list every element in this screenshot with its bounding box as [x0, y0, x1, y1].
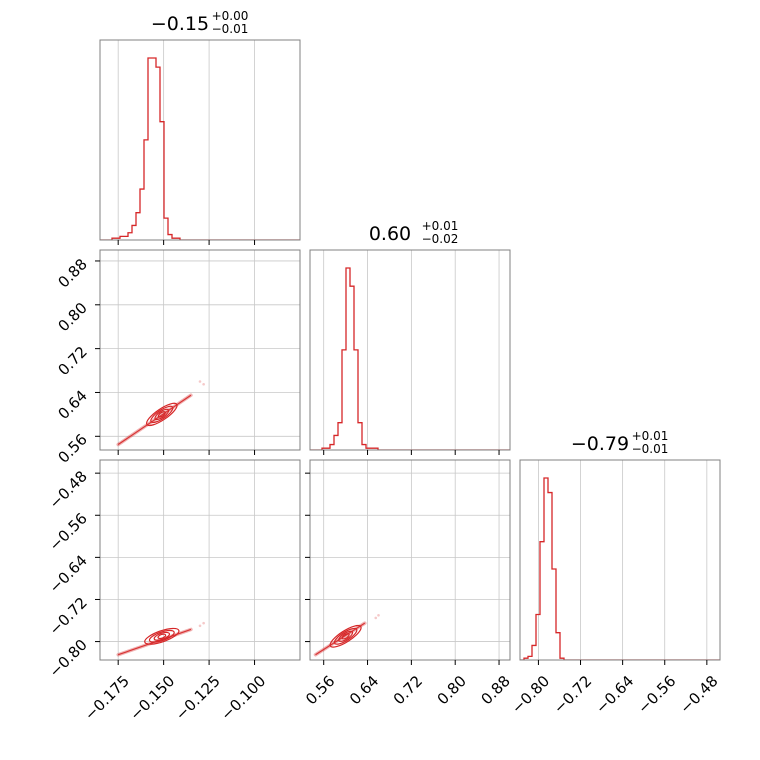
- histogram-line-0: [100, 57, 300, 240]
- histogram-title-minus-2: −0.01: [632, 442, 669, 456]
- histogram-title-plus-2: +0.01: [632, 429, 669, 443]
- grid-layer: [100, 40, 708, 660]
- scatter-point: [198, 380, 202, 383]
- contour-level: [144, 627, 180, 645]
- panel-frame-hist-0: [99, 39, 301, 241]
- tick-label-y: 0.56: [54, 430, 90, 466]
- histogram-line-2: [520, 477, 720, 660]
- contour-level: [333, 627, 358, 645]
- tick-label-x: 0.56: [302, 672, 338, 708]
- contour-level: [341, 633, 350, 640]
- tick-label-x: 0.72: [390, 672, 426, 708]
- tick-label-y: −0.64: [46, 551, 91, 596]
- contour-level: [150, 405, 174, 424]
- tick-label-y: 0.88: [54, 255, 90, 291]
- histogram-title-plus-1: +0.01: [422, 219, 459, 233]
- tick-label-x: 0.64: [346, 672, 382, 708]
- scatter-point: [374, 616, 378, 620]
- tick-label-x: −0.175: [81, 672, 133, 724]
- tick-label-y: 0.72: [54, 343, 90, 379]
- contour-level: [157, 411, 166, 418]
- trend-line: [117, 394, 192, 446]
- tick-label-x: −0.80: [508, 672, 553, 717]
- contour-level: [146, 402, 178, 427]
- panel-frame-hist-1: [309, 249, 511, 451]
- histogram-line-1: [310, 267, 510, 450]
- scatter-point: [202, 382, 205, 386]
- frame-layer: [95, 39, 721, 665]
- tick-label-x: −0.100: [217, 672, 269, 724]
- scatter-point: [198, 624, 202, 628]
- tick-label-y: −0.72: [46, 594, 91, 639]
- scatter-point: [377, 613, 380, 617]
- histogram-title-1: 0.60: [369, 223, 411, 245]
- tick-label-x: −0.56: [634, 672, 679, 717]
- data-layer: [100, 57, 720, 660]
- histogram-title-minus-0: −0.01: [212, 22, 249, 36]
- tick-label-x: −0.48: [676, 672, 721, 717]
- contour-level: [338, 630, 354, 642]
- tick-label-y: −0.80: [46, 636, 91, 681]
- contour-level: [157, 633, 167, 640]
- panel-frame-pair-2: [309, 459, 511, 661]
- scatter-point: [202, 621, 205, 625]
- tick-label-y: −0.48: [46, 467, 91, 512]
- trend-line: [315, 622, 366, 656]
- contour-level: [153, 631, 171, 641]
- tick-label-x: −0.64: [592, 672, 637, 717]
- histogram-title-2: −0.79: [571, 433, 629, 455]
- text-layer: −0.15 +0.00−0.010.60 +0.01−0.02−0.80−0.72−…: [46, 9, 722, 724]
- histogram-title-plus-0: +0.00: [212, 9, 249, 23]
- panel-frame-hist-2: [519, 459, 721, 661]
- tick-label-y: 0.64: [54, 387, 90, 423]
- tick-label-x: −0.150: [126, 672, 178, 724]
- tick-label-x: −0.125: [172, 672, 224, 724]
- contour-level: [154, 408, 170, 421]
- panel-frame-pair-0: [99, 249, 301, 451]
- histogram-title-minus-1: −0.02: [422, 232, 459, 246]
- contour-level: [329, 624, 362, 648]
- contour-level: [148, 629, 175, 643]
- histogram-title-0: −0.15: [151, 13, 209, 35]
- panel-frame-pair-1: [99, 459, 301, 661]
- tick-label-y: 0.80: [54, 299, 90, 335]
- tick-label-x: 0.80: [434, 672, 470, 708]
- tick-label-y: −0.56: [46, 509, 91, 554]
- tick-label-x: −0.72: [550, 672, 595, 717]
